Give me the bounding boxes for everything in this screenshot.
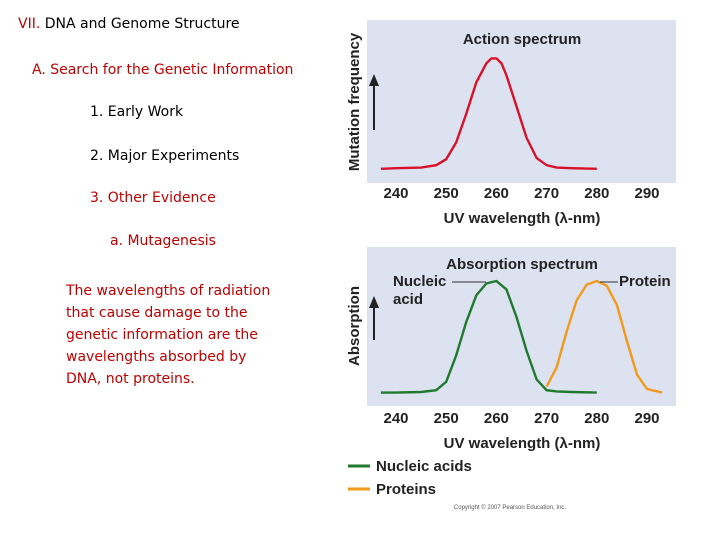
- absorption-xtick-label: 250: [434, 410, 459, 427]
- action-xticks: 240 250 260 270 280 290: [383, 185, 659, 202]
- nucleic-annotation-line1: Nucleic: [393, 273, 446, 290]
- nucleic-acid-annotation: Nucleic acid: [393, 273, 486, 308]
- action-spectrum-line: [380, 57, 597, 170]
- protein-annotation: Protein: [600, 273, 671, 290]
- heading-number: VII.: [18, 16, 41, 32]
- action-xtick-label: 270: [534, 185, 559, 202]
- action-yaxis-arrow: [369, 74, 379, 130]
- action-xtick-label: 290: [634, 185, 659, 202]
- action-xtick-label: 250: [434, 185, 459, 202]
- paragraph-line: The wavelengths of radiation: [66, 283, 271, 299]
- outline-item-2: 2. Major Experiments: [90, 148, 240, 164]
- paragraph-line: genetic information are the: [66, 327, 258, 343]
- outline-item-1: 1. Early Work: [90, 104, 184, 120]
- absorption-title: Absorption spectrum: [446, 256, 598, 273]
- paragraph-line: wavelengths absorbed by: [66, 349, 247, 365]
- legend: Nucleic acids Proteins: [348, 458, 472, 498]
- subitem-mutagenesis: a. Mutagenesis: [110, 233, 216, 249]
- absorption-xtick-label: 240: [383, 410, 408, 427]
- protein-line: [545, 279, 663, 394]
- absorption-xtick-label: 270: [534, 410, 559, 427]
- paragraph-line: that cause damage to the: [66, 305, 248, 321]
- action-xlabel: UV wavelength (λ-nm): [444, 210, 601, 227]
- absorption-xtick-label: 260: [484, 410, 509, 427]
- outline-item-3: 3. Other Evidence: [90, 190, 216, 206]
- section-a-heading: A. Search for the Genetic Information: [32, 62, 294, 78]
- heading-text: DNA and Genome Structure: [44, 16, 240, 32]
- action-xtick-label: 260: [484, 185, 509, 202]
- absorption-panel: [367, 247, 676, 406]
- legend-label-protein: Proteins: [376, 481, 436, 498]
- action-xtick-label: 280: [584, 185, 609, 202]
- absorption-xtick-label: 290: [634, 410, 659, 427]
- absorption-ylabel: Absorption: [346, 286, 363, 366]
- nucleic-acid-line: [380, 279, 597, 394]
- action-ylabel: Mutation frequency: [346, 32, 363, 171]
- copyright-credit: Copyright © 2007 Pearson Education, Inc.: [454, 504, 566, 511]
- legend-label-nucleic: Nucleic acids: [376, 458, 472, 475]
- slide-heading: VII. DNA and Genome Structure: [18, 16, 240, 32]
- action-title: Action spectrum: [463, 31, 581, 48]
- absorption-yaxis-arrow: [369, 296, 379, 340]
- action-panel: [367, 20, 676, 183]
- action-xtick-label: 240: [383, 185, 408, 202]
- absorption-xticks: 240 250 260 270 280 290: [383, 410, 659, 427]
- nucleic-annotation-line2: acid: [393, 291, 423, 308]
- paragraph-line: DNA, not proteins.: [66, 371, 195, 387]
- explanation-paragraph: The wavelengths of radiation that cause …: [66, 280, 296, 390]
- protein-annotation-label: Protein: [619, 273, 671, 290]
- absorption-xlabel: UV wavelength (λ-nm): [444, 435, 601, 452]
- absorption-xtick-label: 280: [584, 410, 609, 427]
